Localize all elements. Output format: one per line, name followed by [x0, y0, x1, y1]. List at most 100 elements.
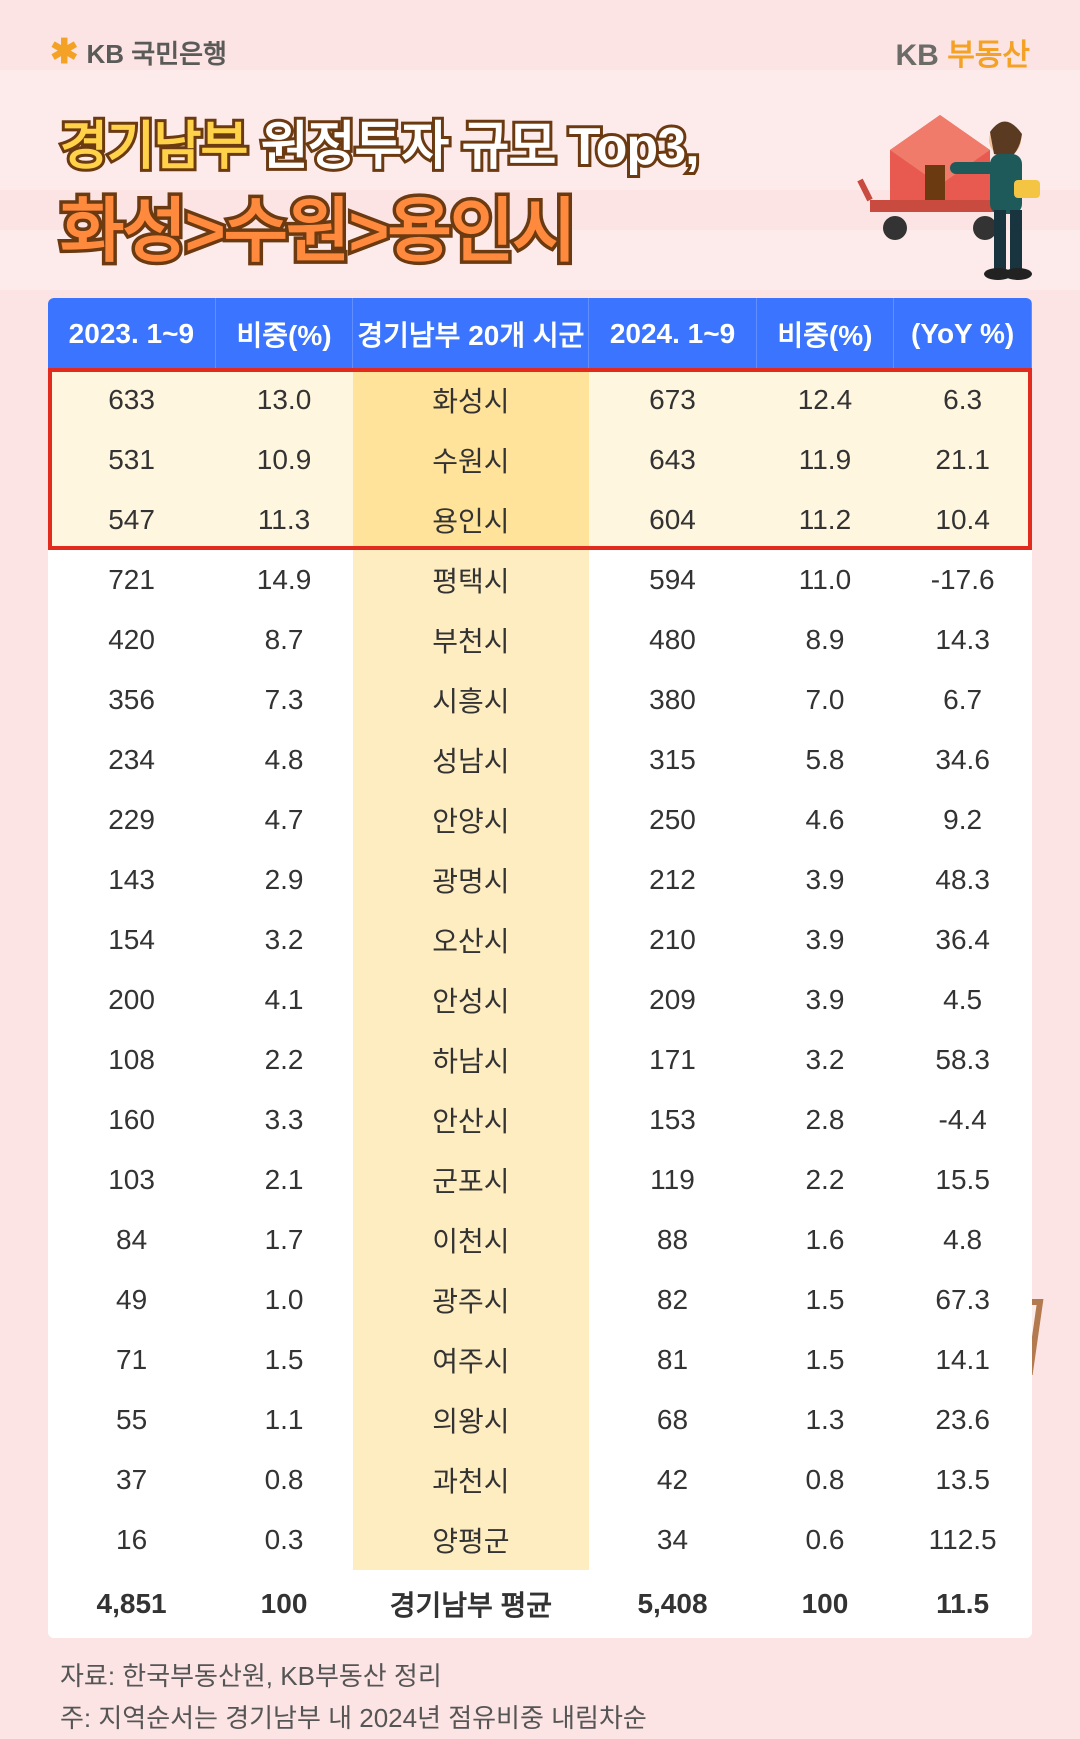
- star-icon: ✱: [50, 32, 79, 72]
- table-row: 160.3양평군340.6112.5: [48, 1510, 1032, 1570]
- table-column-header: 2024. 1~9: [589, 298, 756, 370]
- value-cell: 0.3: [215, 1510, 353, 1570]
- value-cell: 11.0: [756, 550, 894, 610]
- region-cell: 안성시: [353, 970, 589, 1030]
- table-row: 63313.0화성시67312.46.3: [48, 370, 1032, 430]
- header-bar: ✱ KB 국민은행 KB 부동산: [0, 0, 1080, 84]
- table-row: 1543.2오산시2103.936.4: [48, 910, 1032, 970]
- table-row: 841.7이천시881.64.8: [48, 1210, 1032, 1270]
- value-cell: 229: [48, 790, 215, 850]
- value-cell: 4.5: [894, 970, 1032, 1030]
- table-row: 1432.9광명시2123.948.3: [48, 850, 1032, 910]
- value-cell: 210: [589, 910, 756, 970]
- value-cell: 119: [589, 1150, 756, 1210]
- value-cell: 547: [48, 490, 215, 550]
- region-cell: 화성시: [353, 370, 589, 430]
- value-cell: 604: [589, 490, 756, 550]
- value-cell: 531: [48, 430, 215, 490]
- region-cell: 양평군: [353, 1510, 589, 1570]
- value-cell: 3.9: [756, 970, 894, 1030]
- value-cell: 10.9: [215, 430, 353, 490]
- table-header: 2023. 1~9비중(%)경기남부 20개 시군2024. 1~9비중(%)(…: [48, 298, 1032, 370]
- table-column-header: (YoY %): [894, 298, 1032, 370]
- value-cell: 1.7: [215, 1210, 353, 1270]
- value-cell: 2.8: [756, 1090, 894, 1150]
- table-row: 1603.3안산시1532.8-4.4: [48, 1090, 1032, 1150]
- region-cell: 시흥시: [353, 670, 589, 730]
- footnote-source: 자료: 한국부동산원, KB부동산 정리: [60, 1656, 1020, 1698]
- value-cell: 1.3: [756, 1390, 894, 1450]
- value-cell: 2.1: [215, 1150, 353, 1210]
- value-cell: 15.5: [894, 1150, 1032, 1210]
- value-cell: 1.0: [215, 1270, 353, 1330]
- table-row: 2294.7안양시2504.69.2: [48, 790, 1032, 850]
- value-cell: 49: [48, 1270, 215, 1330]
- value-cell: 480: [589, 610, 756, 670]
- value-cell: 13.5: [894, 1450, 1032, 1510]
- value-cell: 594: [589, 550, 756, 610]
- value-cell: 2.2: [756, 1150, 894, 1210]
- region-cell: 과천시: [353, 1450, 589, 1510]
- value-cell: 154: [48, 910, 215, 970]
- table-row: 551.1의왕시681.323.6: [48, 1390, 1032, 1450]
- value-cell: 3.2: [756, 1030, 894, 1090]
- logo-left-text: KB 국민은행: [87, 34, 227, 71]
- table-column-header: 비중(%): [756, 298, 894, 370]
- footnote-note: 주: 지역순서는 경기남부 내 2024년 점유비중 내림차순: [60, 1698, 1020, 1739]
- value-cell: 250: [589, 790, 756, 850]
- value-cell: 100: [756, 1570, 894, 1638]
- table-row: 2004.1안성시2093.94.5: [48, 970, 1032, 1030]
- logo-kb-realestate: KB 부동산: [896, 30, 1030, 74]
- table-row: 491.0광주시821.567.3: [48, 1270, 1032, 1330]
- table-row: 1032.1군포시1192.215.5: [48, 1150, 1032, 1210]
- region-cell: 성남시: [353, 730, 589, 790]
- table-row: 370.8과천시420.813.5: [48, 1450, 1032, 1510]
- value-cell: 11.3: [215, 490, 353, 550]
- value-cell: 200: [48, 970, 215, 1030]
- title-line1-accent: 경기남부: [60, 118, 247, 176]
- value-cell: 420: [48, 610, 215, 670]
- value-cell: 42: [589, 1450, 756, 1510]
- value-cell: 633: [48, 370, 215, 430]
- region-cell: 군포시: [353, 1150, 589, 1210]
- value-cell: 0.8: [215, 1450, 353, 1510]
- region-cell: 부천시: [353, 610, 589, 670]
- value-cell: 48.3: [894, 850, 1032, 910]
- value-cell: 673: [589, 370, 756, 430]
- value-cell: 1.5: [215, 1330, 353, 1390]
- region-cell: 안산시: [353, 1090, 589, 1150]
- table-row: 1082.2하남시1713.258.3: [48, 1030, 1032, 1090]
- value-cell: 3.3: [215, 1090, 353, 1150]
- value-cell: 3.2: [215, 910, 353, 970]
- value-cell: 3.9: [756, 910, 894, 970]
- value-cell: 721: [48, 550, 215, 610]
- value-cell: 0.6: [756, 1510, 894, 1570]
- table-total-row: 4,851100경기남부 평균5,40810011.5: [48, 1570, 1032, 1638]
- value-cell: 14.9: [215, 550, 353, 610]
- table-row: 3567.3시흥시3807.06.7: [48, 670, 1032, 730]
- value-cell: -17.6: [894, 550, 1032, 610]
- value-cell: 88: [589, 1210, 756, 1270]
- logo-right-rest: 부동산: [939, 39, 1030, 72]
- region-cell: 용인시: [353, 490, 589, 550]
- value-cell: 4.7: [215, 790, 353, 850]
- value-cell: 643: [589, 430, 756, 490]
- value-cell: 0.8: [756, 1450, 894, 1510]
- region-cell: 평택시: [353, 550, 589, 610]
- region-cell: 안양시: [353, 790, 589, 850]
- value-cell: 209: [589, 970, 756, 1030]
- value-cell: 6.7: [894, 670, 1032, 730]
- table-column-header: 2023. 1~9: [48, 298, 215, 370]
- value-cell: 234: [48, 730, 215, 790]
- value-cell: 21.1: [894, 430, 1032, 490]
- title-line2: 화성>수원>용인시: [60, 175, 1030, 276]
- table-body: 63313.0화성시67312.46.353110.9수원시64311.921.…: [48, 370, 1032, 1638]
- data-table-card: 2023. 1~9비중(%)경기남부 20개 시군2024. 1~9비중(%)(…: [48, 298, 1032, 1638]
- value-cell: 82: [589, 1270, 756, 1330]
- value-cell: 11.5: [894, 1570, 1032, 1638]
- value-cell: -4.4: [894, 1090, 1032, 1150]
- value-cell: 1.5: [756, 1330, 894, 1390]
- region-cell: 광명시: [353, 850, 589, 910]
- table-column-header: 비중(%): [215, 298, 353, 370]
- logo-right-kb: KB: [896, 39, 939, 72]
